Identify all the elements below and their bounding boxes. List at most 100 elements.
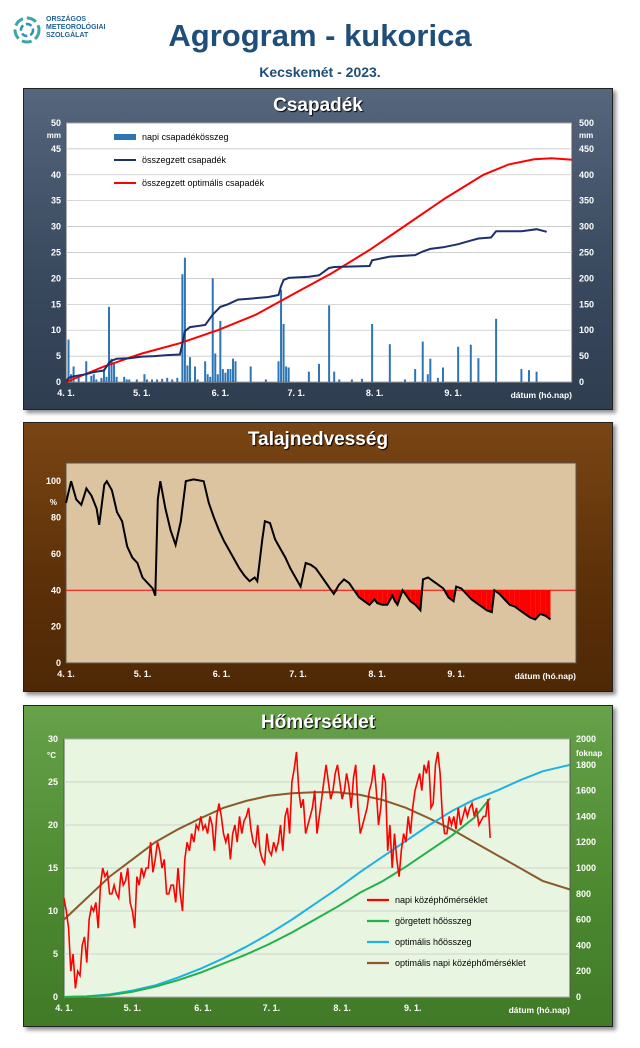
- y-left-tick-label: 50: [51, 118, 61, 128]
- oms-logo: ORSZÁGOS METEOROLÓGIAI SZOLGÁLAT: [12, 14, 122, 54]
- x-tick-label: 8. 1.: [368, 669, 386, 679]
- precip-bar: [285, 366, 288, 382]
- logo-line-1: ORSZÁGOS: [46, 16, 87, 23]
- x-tick-label: 9. 1.: [447, 669, 465, 679]
- precip-bar: [90, 375, 93, 382]
- y-left-tick-label: 15: [51, 299, 61, 309]
- precip-bar: [209, 376, 212, 382]
- precip-bar: [145, 379, 148, 382]
- x-tick-label: 7. 1.: [287, 388, 305, 398]
- y-left-tick-label: 30: [48, 734, 58, 744]
- x-tick-label: 5. 1.: [133, 388, 151, 398]
- rolling-heat-sum-line: [63, 797, 491, 998]
- y-right-tick-label: 450: [579, 144, 594, 154]
- precip-bar: [216, 374, 219, 382]
- precip-bar: [421, 341, 424, 382]
- y-right-unit: mm: [579, 131, 593, 140]
- plot-area: [65, 462, 577, 664]
- header: ORSZÁGOS METEOROLÓGIAI SZOLGÁLAT Agrogra…: [0, 0, 640, 88]
- precip-bar: [188, 357, 191, 382]
- precip-bar: [280, 289, 283, 382]
- temperature-chart: 0 5 10 15 20 25 30 0 200 400 600 800 1000 1200 1400 160…: [47, 734, 602, 1015]
- precip-bar: [527, 370, 530, 382]
- precip-bar: [204, 361, 207, 382]
- y-right-tick-label: 200: [576, 966, 591, 976]
- precip-bar: [125, 379, 128, 382]
- precip-bar: [151, 379, 154, 382]
- y-right-tick-label: 1400: [576, 811, 596, 821]
- deficit-area: [481, 590, 487, 611]
- precip-bar: [229, 369, 232, 382]
- page-title: Agrogram - kukorica: [168, 18, 472, 53]
- precip-bar: [477, 358, 480, 382]
- y-left-tick-label: 25: [48, 777, 58, 787]
- x-axis-label: dátum (hó.nap): [509, 1005, 571, 1015]
- y-tick-label: 40: [51, 585, 61, 595]
- y-right-tick-label: 1600: [576, 786, 596, 796]
- x-tick-label: 8. 1.: [333, 1003, 351, 1013]
- precip-bar: [495, 318, 498, 382]
- deficit-area: [509, 590, 515, 607]
- y-right-tick-label: 800: [576, 889, 591, 899]
- precip-bar: [181, 274, 184, 382]
- y-left-tick-label: 30: [51, 222, 61, 232]
- precip-bar: [520, 369, 523, 382]
- y-tick-label: 100: [46, 476, 61, 486]
- precipitation-chart: 0510152025303540455005010015020025030035…: [47, 118, 594, 400]
- soil-moisture-chart: 0 20 40 60 80 100% 4. 1. 5. 1. 6. 1. 7. 1. 8. 1. 9.…: [46, 462, 577, 681]
- precip-bar: [108, 306, 111, 382]
- x-tick-label: 8. 1.: [366, 388, 384, 398]
- precip-bar: [171, 379, 174, 382]
- y-right-tick-label: 0: [576, 992, 581, 1002]
- y-left-tick-label: 15: [48, 863, 58, 873]
- temperature-title: Hőmérséklet: [260, 712, 376, 733]
- deficit-area: [377, 590, 383, 605]
- precip-bar: [186, 365, 189, 382]
- logo-icon: [13, 16, 41, 44]
- x-tick-label: 9. 1.: [444, 388, 462, 398]
- precip-bar: [183, 257, 186, 382]
- precip-bar: [328, 305, 331, 382]
- y-tick-label: 0: [56, 658, 61, 668]
- precip-bar: [318, 363, 320, 382]
- precip-bar: [469, 344, 472, 382]
- precip-bar: [219, 320, 222, 382]
- cumulative-precip-line: [65, 228, 547, 383]
- x-tick-label: 9. 1.: [404, 1003, 422, 1013]
- precip-bar: [338, 379, 341, 382]
- legend-label: optimális napi középhőmérséklet: [395, 958, 526, 968]
- deficit-area: [448, 590, 454, 602]
- precip-bar: [92, 374, 95, 382]
- y-tick-label: 20: [51, 622, 61, 632]
- logo-line-3: SZOLGÁLAT: [46, 32, 89, 39]
- deficit-area: [486, 590, 492, 613]
- precip-bar: [166, 377, 169, 382]
- precip-bar: [234, 361, 237, 382]
- y-right-tick-label: 50: [579, 351, 589, 361]
- y-left-unit: °C: [47, 751, 56, 760]
- x-tick-label: 4. 1.: [55, 1003, 73, 1013]
- deficit-area: [519, 590, 525, 614]
- precip-bar: [128, 379, 131, 382]
- y-left-tick-label: 10: [51, 325, 61, 335]
- precip-bar: [404, 379, 407, 382]
- y-right-tick-label: 1200: [576, 837, 596, 847]
- logo-text: ORSZÁGOS METEOROLÓGIAI SZOLGÁLAT: [46, 16, 106, 40]
- precip-bar: [194, 366, 197, 382]
- precip-bar: [287, 367, 290, 382]
- precip-bar: [176, 377, 179, 382]
- deficit-area: [476, 590, 482, 607]
- y-right-tick-label: 250: [579, 248, 594, 258]
- precip-bar: [371, 323, 374, 382]
- y-right-tick-label: 100: [579, 325, 594, 335]
- legend-label: napi csapadékösszeg: [142, 132, 229, 142]
- x-axis-label: dátum (hó.nap): [515, 671, 577, 681]
- precip-bar: [95, 379, 98, 382]
- precip-bar: [113, 363, 116, 382]
- precip-bar: [350, 379, 353, 382]
- precip-bar: [457, 346, 460, 382]
- deficit-area: [514, 590, 520, 611]
- precip-bar: [67, 339, 70, 382]
- y-right-tick-label: 200: [579, 273, 594, 283]
- legend-label: napi középhőmérséklet: [395, 895, 488, 905]
